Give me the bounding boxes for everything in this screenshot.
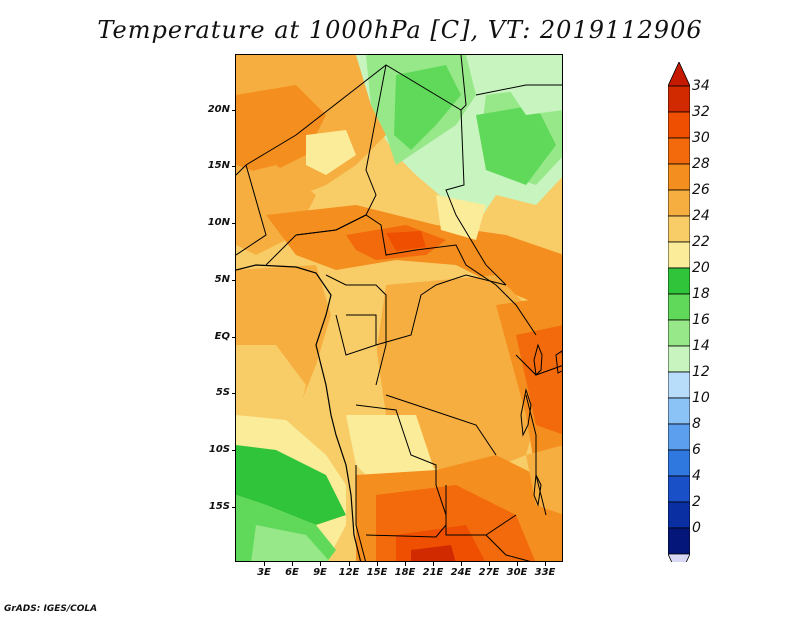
lon-label: 3E — [257, 567, 271, 578]
colorbar-segment — [668, 111, 690, 139]
lat-tick — [232, 337, 236, 338]
lon-label: 30E — [506, 567, 528, 578]
lon-tick — [517, 562, 518, 566]
colorbar-label: 18 — [692, 286, 710, 302]
lon-label: 6E — [285, 567, 299, 578]
lon-label: 27E — [478, 567, 500, 578]
field-zone-30-32c — [516, 325, 562, 435]
colorbar-segment — [668, 215, 690, 243]
field-zone-20-22 — [394, 65, 461, 150]
colorbar-segment — [668, 267, 690, 295]
field-zone-28-30a — [236, 85, 326, 175]
colorbar-label: 10 — [692, 390, 710, 406]
coastline — [236, 264, 362, 561]
lon-label: 15E — [366, 567, 388, 578]
colorbar-segment — [668, 501, 690, 529]
colorbar-label: 34 — [692, 78, 710, 94]
lat-tick — [232, 280, 236, 281]
lon-label: 24E — [450, 567, 472, 578]
lat-label: EQ — [214, 331, 230, 342]
lon-label: 33E — [534, 567, 556, 578]
colorbar-label: 14 — [692, 338, 710, 354]
lat-tick — [232, 450, 236, 451]
map-title: Temperature at 1000hPa [C], VT: 20191129… — [97, 16, 703, 44]
colorbar-segment — [668, 189, 690, 217]
colorbar-label: 26 — [692, 182, 710, 198]
colorbar-label: 8 — [692, 416, 701, 432]
lat-label: 10S — [208, 444, 230, 455]
lon-tick — [405, 562, 406, 566]
field-zone-28-30b — [266, 205, 562, 315]
lat-tick — [232, 393, 236, 394]
map-plot-area — [235, 54, 563, 562]
lat-label: 5N — [214, 274, 230, 285]
lon-tick — [320, 562, 321, 566]
colorbar-label: 30 — [692, 130, 710, 146]
colorbar-label: 0 — [692, 520, 701, 536]
colorbar-label: 4 — [692, 468, 701, 484]
colorbar-segment — [668, 397, 690, 425]
colorbar — [668, 62, 690, 562]
colorbar-segment — [668, 371, 690, 399]
colorbar-segment — [668, 527, 690, 555]
lat-label: 15N — [207, 160, 230, 171]
field-zone-34-plus — [411, 545, 456, 561]
lon-tick — [264, 562, 265, 566]
field-zone-32-34 — [386, 231, 426, 251]
lat-label: 10N — [207, 217, 230, 228]
lat-label: 5S — [215, 387, 230, 398]
grads-credit: GrADS: IGES/COLA — [4, 604, 98, 614]
colorbar-top-arrow — [668, 62, 690, 87]
field-zone-20-22c — [236, 445, 346, 525]
colorbar-segment — [668, 241, 690, 269]
colorbar-segment — [668, 319, 690, 347]
colorbar-label: 28 — [692, 156, 710, 172]
lon-tick — [461, 562, 462, 566]
lat-label: 20N — [207, 104, 230, 115]
lon-tick — [292, 562, 293, 566]
colorbar-label: 24 — [692, 208, 710, 224]
lakes — [520, 343, 562, 507]
colorbar-label: 22 — [692, 234, 710, 250]
colorbar-bottom-arrow — [668, 553, 690, 562]
field-zone-22-24b — [436, 195, 486, 240]
colorbar-label: 12 — [692, 364, 710, 380]
colorbar-segment — [668, 449, 690, 477]
lat-tick — [232, 507, 236, 508]
field-zone-24-26c — [336, 285, 386, 395]
colorbar-segment — [668, 345, 690, 373]
lon-label: 9E — [313, 567, 327, 578]
country-borders — [236, 55, 562, 561]
temperature-field — [236, 55, 562, 561]
colorbar-segment — [668, 85, 690, 113]
field-zone-20-22b — [476, 105, 556, 185]
colorbar-segment — [668, 163, 690, 191]
field-zone-16-18b — [506, 83, 562, 115]
colorbar-label: 6 — [692, 442, 701, 458]
lon-tick — [349, 562, 350, 566]
lon-tick — [433, 562, 434, 566]
lon-tick — [489, 562, 490, 566]
lat-label: 15S — [208, 501, 230, 512]
lat-tick — [232, 110, 236, 111]
field-zone-22-24a — [306, 130, 356, 175]
lat-tick — [232, 166, 236, 167]
colorbar-label: 16 — [692, 312, 710, 328]
lon-label: 21E — [422, 567, 444, 578]
colorbar-segment — [668, 137, 690, 165]
colorbar-segment — [668, 423, 690, 451]
lon-tick — [545, 562, 546, 566]
lat-tick — [232, 223, 236, 224]
field-zone-16-18c — [251, 525, 330, 561]
colorbar-label: 32 — [692, 104, 710, 120]
colorbar-label: 2 — [692, 494, 701, 510]
lon-label: 18E — [394, 567, 416, 578]
colorbar-segment — [668, 475, 690, 503]
colorbar-label: 20 — [692, 260, 710, 276]
lon-tick — [377, 562, 378, 566]
lon-label: 12E — [338, 567, 360, 578]
colorbar-segment — [668, 293, 690, 321]
